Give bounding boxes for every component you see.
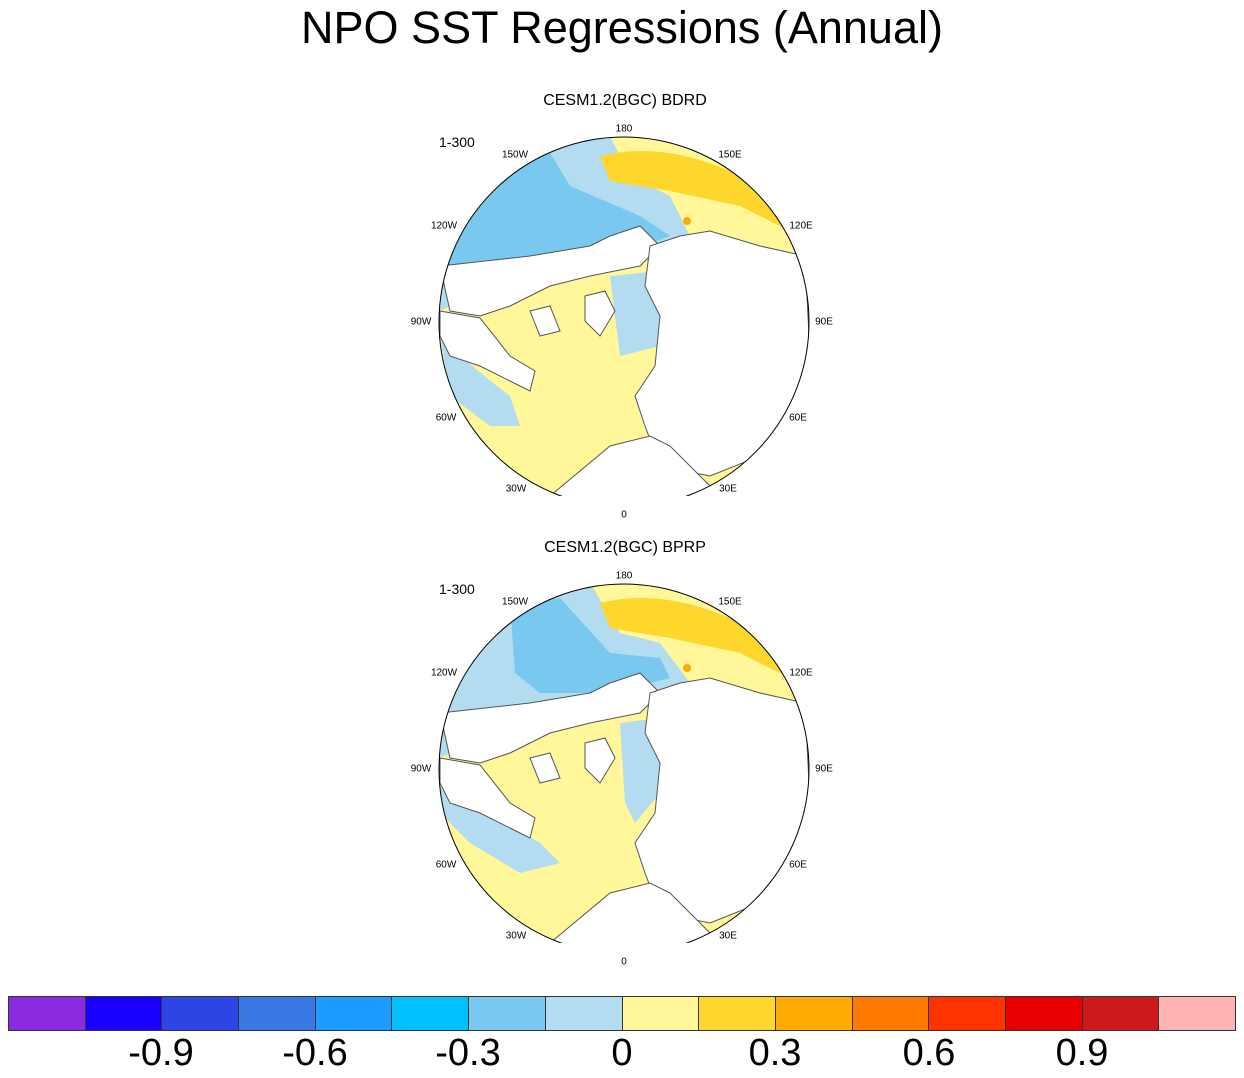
lon-label-150w: 150W — [501, 149, 529, 161]
colorbar-tick-label: -0.6 — [282, 1032, 348, 1074]
lon-label-0: 0 — [621, 509, 627, 521]
colorbar-swatch-7 — [545, 997, 623, 1030]
colorbar-swatch-5 — [392, 997, 470, 1030]
polar-map-2 — [438, 583, 810, 943]
lon-label-120w: 120W — [430, 667, 458, 679]
colorbar-swatch-4 — [315, 997, 393, 1030]
colorbar-tick-label: -0.3 — [435, 1032, 501, 1074]
colorbar-swatch-8 — [622, 997, 700, 1030]
colorbar-swatch-9 — [699, 997, 776, 1030]
colorbar-tick-label: 0 — [611, 1032, 633, 1074]
lon-label-150e: 150E — [718, 149, 742, 161]
panel-title-1: CESM1.2(BGC) BDRD — [543, 92, 707, 109]
colorbar-tick-label: -0.9 — [128, 1032, 194, 1074]
colorbar-swatch-1 — [85, 997, 163, 1030]
polar-map-1 — [438, 136, 810, 496]
lon-label-180: 180 — [615, 123, 633, 135]
panel-title-2: CESM1.2(BGC) BPRP — [544, 539, 706, 556]
lon-label-90e: 90E — [815, 763, 833, 775]
lon-label-150e: 150E — [718, 596, 742, 608]
map-panel-2: CESM1.2(BGC) BPRP 1-300 180 150E 120E 90… — [410, 539, 840, 968]
colorbar-swatch-6 — [469, 997, 546, 1030]
lon-label-30w: 30W — [505, 930, 527, 942]
lon-label-30e: 30E — [719, 483, 737, 495]
lon-label-120e: 120E — [789, 220, 813, 232]
lon-label-0: 0 — [621, 956, 627, 968]
colorbar-swatch-10 — [775, 997, 853, 1030]
lon-label-30w: 30W — [505, 483, 527, 495]
colorbar — [8, 996, 1236, 1031]
lon-label-150w: 150W — [501, 596, 529, 608]
colorbar-swatch-14 — [1082, 997, 1160, 1030]
colorbar-swatch-12 — [929, 997, 1006, 1030]
lon-label-120w: 120W — [430, 220, 458, 232]
map-panel-1: CESM1.2(BGC) BDRD 1-300 180 150E 120E — [410, 92, 840, 521]
colorbar-swatch-13 — [1005, 997, 1083, 1030]
lon-label-90w: 90W — [410, 316, 432, 328]
period-label-1: 1-300 — [439, 134, 475, 150]
lon-label-180: 180 — [615, 570, 633, 582]
colorbar-swatch-15 — [1159, 997, 1235, 1030]
colorbar-tick-label: 0.6 — [902, 1032, 956, 1074]
lon-label-60e: 60E — [789, 412, 807, 424]
main-title: NPO SST Regressions (Annual) — [301, 2, 943, 53]
colorbar-swatch-11 — [852, 997, 930, 1030]
colorbar-swatch-2 — [162, 997, 240, 1030]
colorbar-tick-label: 0.3 — [748, 1032, 802, 1074]
lon-label-120e: 120E — [789, 667, 813, 679]
lon-label-90e: 90E — [815, 316, 833, 328]
lon-label-90w: 90W — [410, 763, 432, 775]
period-label-2: 1-300 — [439, 581, 475, 597]
lon-label-60e: 60E — [789, 859, 807, 871]
lon-label-60w: 60W — [435, 412, 457, 424]
colorbar-tick-label: 0.9 — [1055, 1032, 1109, 1074]
lon-label-60w: 60W — [435, 859, 457, 871]
colorbar-swatch-3 — [239, 997, 316, 1030]
colorbar-swatch-0 — [9, 997, 86, 1030]
lon-label-30e: 30E — [719, 930, 737, 942]
